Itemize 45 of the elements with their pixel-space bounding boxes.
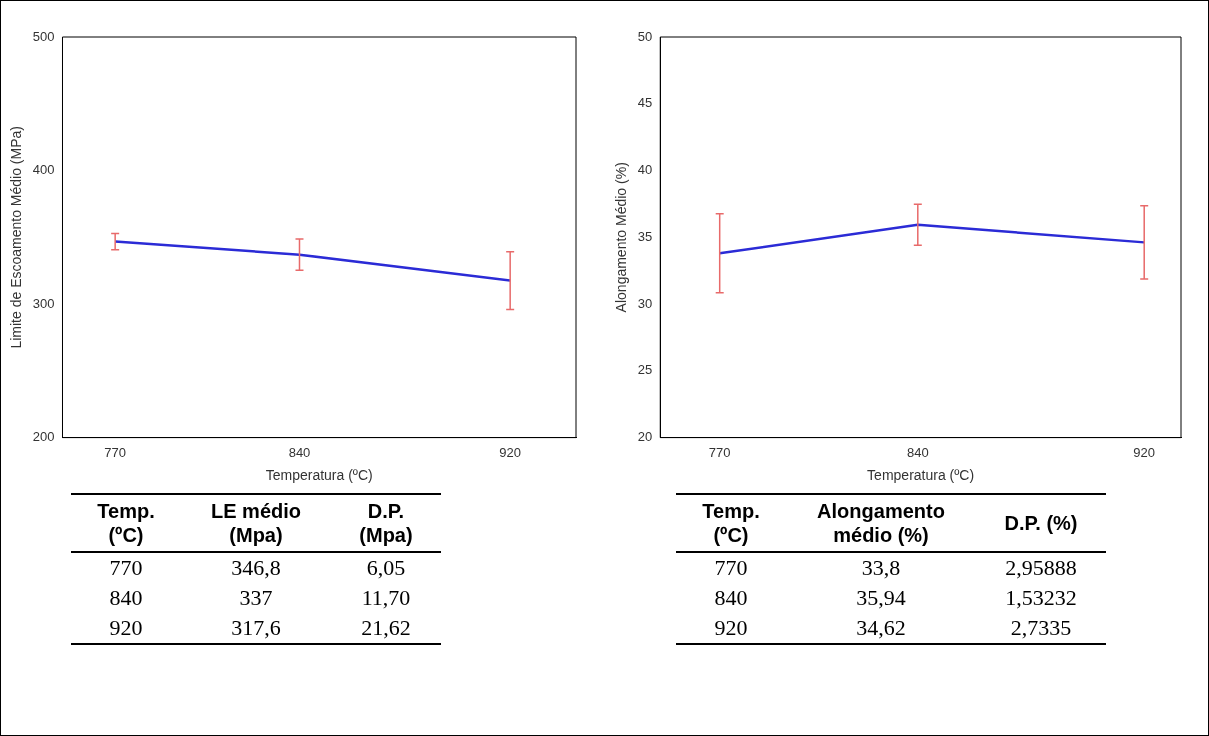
x-tick-label: 920 xyxy=(1133,444,1156,460)
y-tick-label: 45 xyxy=(637,95,653,111)
text: 2,7335 xyxy=(976,613,1106,644)
text: 770 xyxy=(713,554,749,582)
y-tick-label: 40 xyxy=(637,162,653,178)
text: Temp. (ºC) xyxy=(676,494,786,552)
text: Alongamento médio (%) xyxy=(786,494,976,552)
text: LE médio (Mpa) xyxy=(181,494,331,552)
text: Temp. (ºC) xyxy=(71,494,181,552)
text: 6,05 xyxy=(365,554,407,582)
y-tick-label: 35 xyxy=(637,228,653,244)
text: D.P. (%) xyxy=(976,494,1106,552)
y-tick-label: 25 xyxy=(637,362,653,378)
text: 840 xyxy=(108,584,144,612)
text: 35,94 xyxy=(855,584,907,612)
text: 11,70 xyxy=(360,584,412,612)
text: D.P. (Mpa) xyxy=(331,494,441,552)
text: 920 xyxy=(676,613,786,644)
text: 840 xyxy=(713,584,749,612)
text: 337 xyxy=(238,584,274,612)
text: 770 xyxy=(108,554,144,582)
text: 920 xyxy=(71,613,181,644)
y-axis-title: Limite de Escoamento Médio (MPa) xyxy=(8,126,25,349)
y-tick-label: 400 xyxy=(32,162,55,178)
y-tick-label: 200 xyxy=(32,429,55,445)
y-tick-label: 30 xyxy=(637,295,653,311)
x-axis-title: Temperatura (ºC) xyxy=(867,467,975,484)
text: 317,6 xyxy=(181,613,331,644)
x-axis-title: Temperatura (ºC) xyxy=(265,467,373,484)
text: 346,8 xyxy=(230,554,282,582)
text: 2,95888 xyxy=(1004,554,1078,582)
y-tick-label: 20 xyxy=(637,429,653,445)
text: 33,8 xyxy=(860,554,902,582)
x-tick-label: 840 xyxy=(906,444,929,460)
x-tick-label: 770 xyxy=(708,444,731,460)
y-axis-title: Alongamento Médio (%) xyxy=(613,162,630,313)
x-tick-label: 920 xyxy=(499,444,522,460)
text: 1,53232 xyxy=(1004,584,1078,612)
text: 34,62 xyxy=(786,613,976,644)
x-tick-label: 840 xyxy=(288,444,311,460)
y-tick-label: 50 xyxy=(637,28,653,44)
y-tick-label: 300 xyxy=(32,295,55,311)
y-tick-label: 500 xyxy=(32,28,55,44)
x-tick-label: 770 xyxy=(104,444,127,460)
text: 21,62 xyxy=(331,613,441,644)
